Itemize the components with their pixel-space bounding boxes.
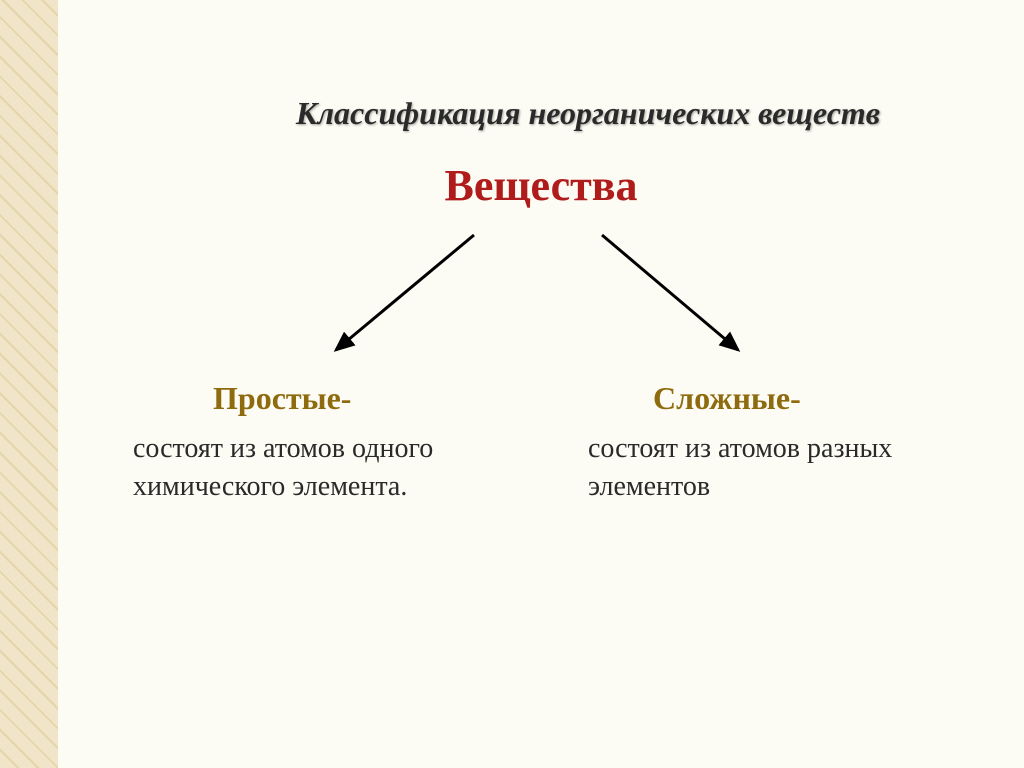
arrow-right — [602, 235, 738, 350]
slide-content: Классификация неорганических веществ Вещ… — [58, 0, 1024, 768]
branch-left-heading: Простые- — [213, 380, 351, 417]
branch-right-heading: Сложные- — [653, 380, 801, 417]
arrow-left — [336, 235, 474, 350]
branch-right-desc: состоят из атомов разных элементов — [588, 430, 918, 506]
branch-left-desc: состоят из атомов одного химического эле… — [133, 430, 463, 506]
slide-left-band — [0, 0, 58, 768]
diagram-arrows — [58, 0, 1024, 768]
